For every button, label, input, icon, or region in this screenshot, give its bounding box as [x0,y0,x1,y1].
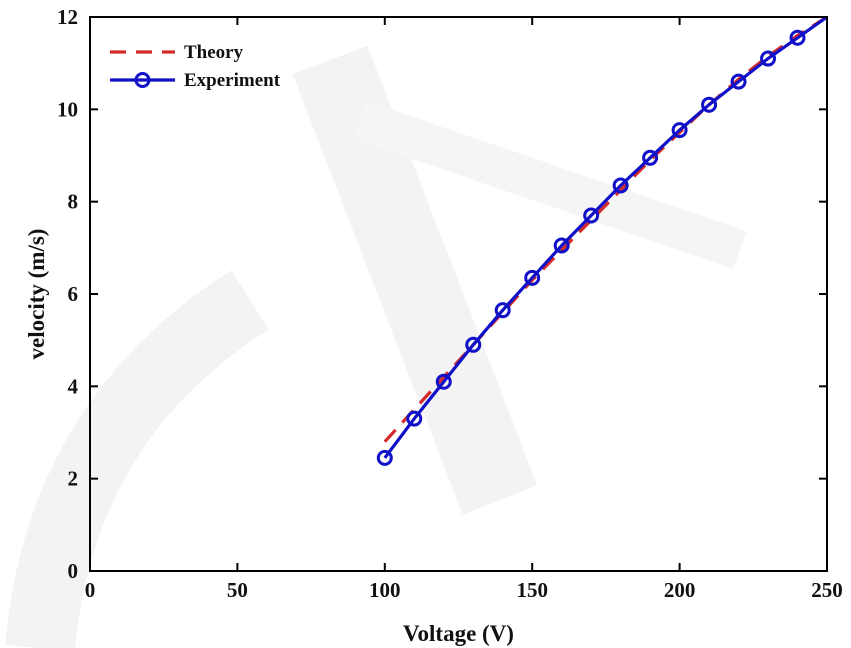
x-tick-label: 50 [227,578,248,602]
experiment-point [671,122,688,139]
x-tick-label: 250 [811,578,843,602]
x-tick-label: 200 [664,578,696,602]
experiment-point [376,449,393,466]
legend-label: Experiment [184,70,281,91]
experiment-point [701,96,718,113]
series-layer [376,15,828,466]
experiment-point [730,73,747,90]
experiment-point [524,269,541,286]
watermark [5,45,747,648]
experiment-point [465,336,482,353]
y-tick-label: 4 [68,374,79,398]
experiment-point [406,410,423,427]
y-tick-label: 2 [68,467,79,491]
ticks-layer: 0 50 100 150 200 250 0 2 4 6 8 10 12 [57,5,843,602]
x-axis-label: Voltage (V) [403,621,514,646]
experiment-point [789,29,806,46]
legend: Theory Experiment [110,42,281,91]
experiment-point [760,50,777,67]
watermark-bar [353,101,747,269]
experiment-point [642,149,659,166]
legend-label: Theory [184,42,244,63]
experiment-point [494,302,511,319]
legend-experiment-marker [134,72,151,88]
y-tick-label: 8 [68,190,79,214]
x-tick-label: 0 [85,578,96,602]
y-tick-label: 12 [57,5,78,29]
experiment-line [383,15,828,459]
y-tick-label: 10 [57,97,78,121]
experiment-point [583,207,600,224]
experiment-point [435,373,452,390]
watermark-curve [5,270,269,648]
y-tick-label: 6 [68,282,79,306]
y-tick-label: 0 [68,559,79,583]
experiment-point [553,237,570,254]
y-axis-label: velocity (m/s) [24,229,49,360]
experiment-point [612,177,629,194]
x-tick-label: 100 [369,578,401,602]
x-tick-label: 150 [516,578,548,602]
